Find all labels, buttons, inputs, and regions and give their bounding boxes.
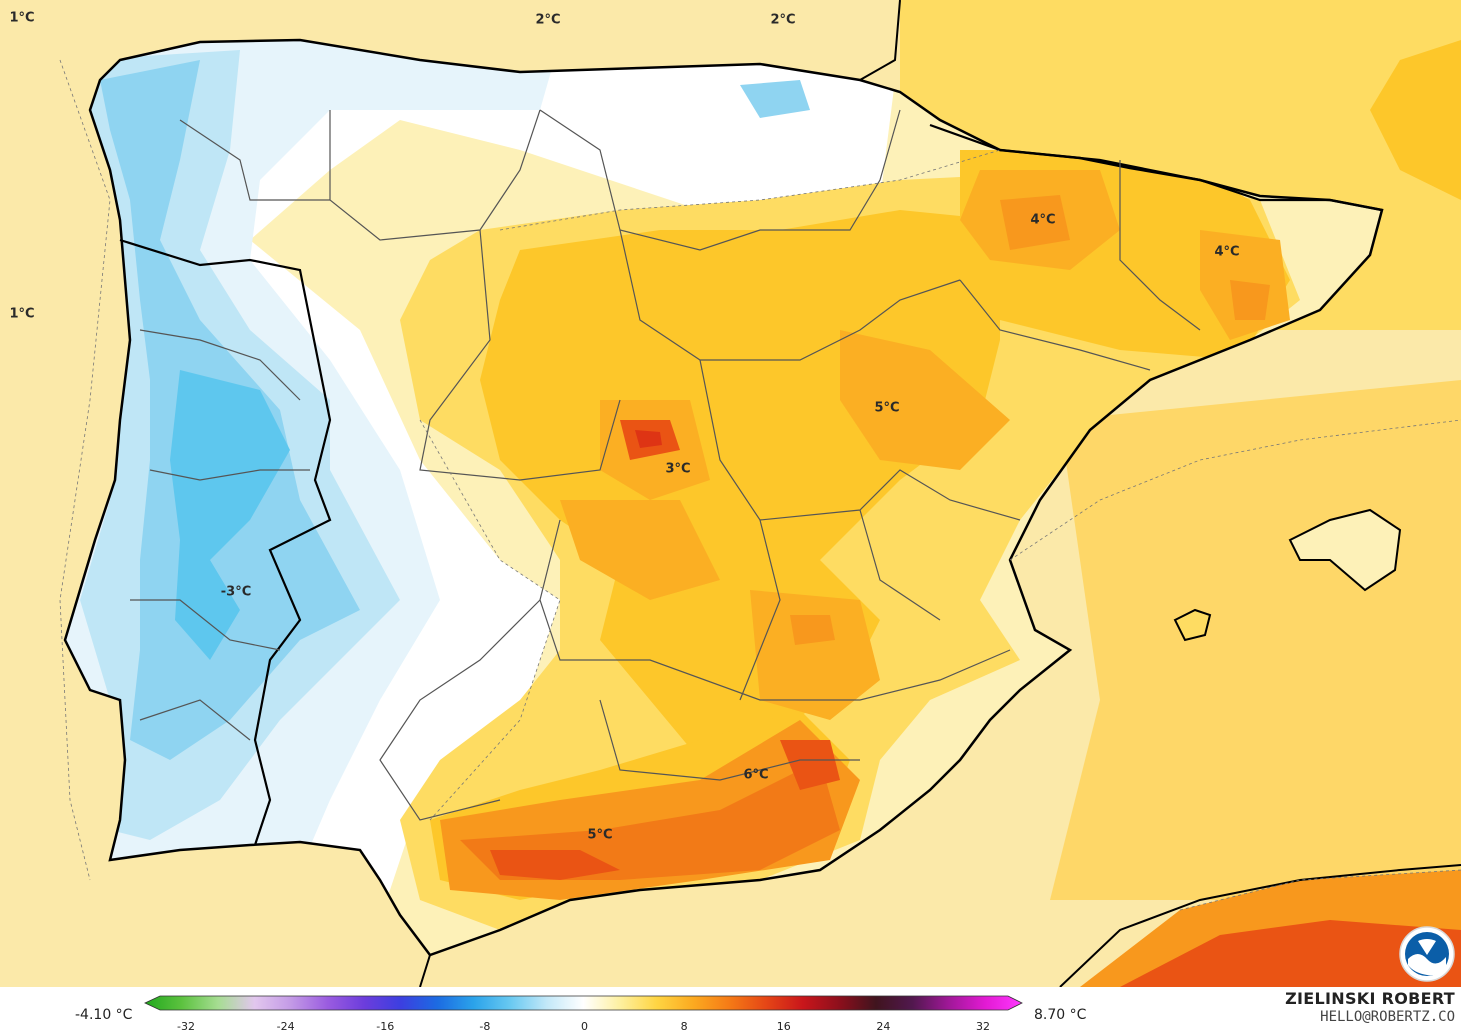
colorbar-tick-label: -8	[479, 1020, 491, 1033]
temp-label: 4°C	[1030, 212, 1056, 228]
regional-borders	[130, 109, 1201, 821]
colorbar-tick-label: 16	[776, 1020, 791, 1033]
africa-coast	[1059, 864, 1461, 987]
temp-label: 3°C	[665, 461, 691, 477]
spain-portugal-border	[119, 238, 332, 846]
north-africa-hot	[1120, 920, 1461, 987]
legend-max-label: 8.70 °C	[1034, 1007, 1087, 1023]
author-name: ZIELINSKI ROBERT	[1285, 989, 1455, 1008]
colorbar-tick-label: 24	[876, 1020, 891, 1033]
temp-label: 4°C	[1214, 244, 1240, 260]
temp-label: 1°C	[9, 306, 35, 322]
colorbar-tick-label: 32	[976, 1020, 990, 1033]
gibraltar-strait	[419, 954, 431, 987]
noaa-logo-icon	[1399, 926, 1455, 982]
author-email[interactable]: HELLO@ROBERTZ.CO	[1320, 1009, 1455, 1025]
legend-min-label: -4.10 °C	[75, 1007, 133, 1023]
ibiza	[1173, 608, 1212, 642]
colorbar	[144, 995, 1023, 1011]
france-coast	[859, 0, 901, 81]
colorbar-tick-label: -24	[276, 1020, 295, 1033]
colorbar-legend: -4.10 °C -32 -24 -16 -8 0 8 16 24 32 8.70 °C ZIE…	[0, 987, 1461, 1035]
gulf-of-lion-warm	[1370, 40, 1461, 200]
temp-label: 1°C	[9, 10, 35, 26]
temperature-map[interactable]: 1°C 2°C 2°C 1°C 4°C 4°C 5°C 3°C -3°C 6°C…	[0, 0, 1461, 987]
temp-label: 2°C	[535, 12, 561, 28]
colorbar-tick-label: -32	[177, 1020, 195, 1033]
isotherm-contours	[59, 59, 1461, 911]
sea-field-mediterranean	[1050, 380, 1461, 900]
mallorca	[1288, 508, 1402, 592]
spain-france-border	[929, 123, 1383, 212]
colorbar-tick-label: -16	[376, 1020, 395, 1033]
temp-label: -3°C	[220, 584, 252, 600]
temp-label: 2°C	[770, 12, 796, 28]
temp-label: 5°C	[874, 400, 900, 416]
colorbar-tick-label: 8	[680, 1020, 688, 1033]
temp-label: 5°C	[587, 827, 613, 843]
temperature-field	[0, 0, 1461, 987]
colorbar-tick-label: 0	[581, 1020, 588, 1033]
temp-label: 6°C	[743, 767, 769, 783]
